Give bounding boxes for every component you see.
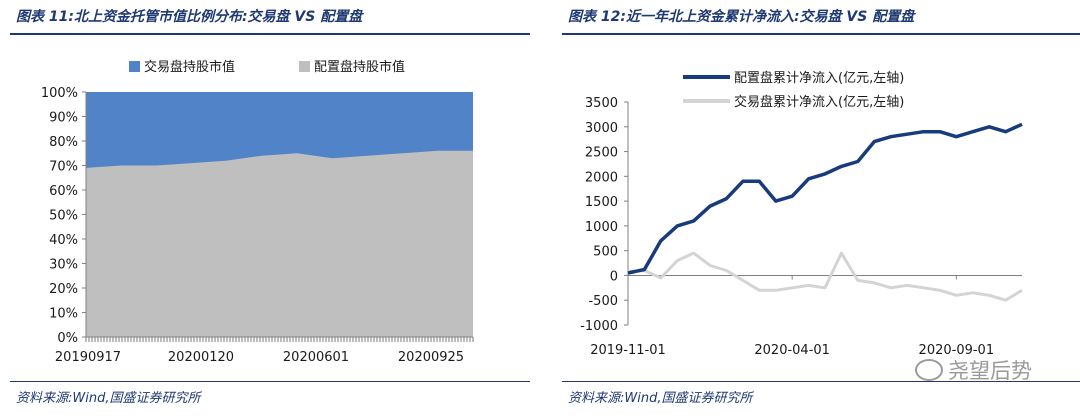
x-tick-label: 20200601 [283, 350, 349, 365]
right-source-note: 资料来源:Wind,国盛证券研究所 [568, 391, 753, 406]
y-tick-label: 70% [49, 160, 78, 175]
right-figure-panel: 图表 12:近一年北上资金累计净流入:交易盘 VS 配置盘 -1000 -500 0… [552, 0, 1080, 416]
y-tick-label: 3500 [585, 96, 618, 111]
x-tick-label: 2019-11-01 [590, 343, 666, 358]
y-tick-label: 20% [49, 282, 78, 297]
trading-flow-line [627, 251, 1023, 302]
y-tick-label: 3000 [585, 121, 618, 136]
y-tick-label: 40% [49, 233, 78, 248]
x-tick-label: 20200925 [398, 350, 464, 365]
allocation-flow-line [627, 122, 1023, 275]
y-tick-label: 10% [49, 307, 78, 322]
x-tick-label: 2020-09-01 [919, 343, 995, 358]
y-tick-label: -500 [588, 294, 618, 309]
y-tick-label: 2000 [585, 170, 618, 185]
y-tick-label: 50% [49, 209, 78, 224]
y-tick-label: 80% [49, 135, 78, 150]
x-tick-label: 2020-04-01 [754, 343, 830, 358]
x-tick-label: 20190917 [55, 350, 121, 365]
share-distribution-chart: 0% 10% 20% 30% 40% 50% 60% 70% 80% 90% 100% 2019091… [41, 59, 474, 365]
left-figure-panel: 图表 11:北上资金托管市值比例分布:交易盘 VS 配置盘 0% 10% 20% 30… [0, 0, 530, 416]
y-tick-label: 60% [49, 184, 78, 199]
legend-label-allocation: 配置盘累计净流入(亿元,左轴) [734, 70, 904, 86]
wechat-icon [915, 359, 943, 381]
allocation-share-area [86, 150, 473, 337]
y-tick-label: 100% [41, 86, 78, 101]
y-tick-label: 2500 [585, 146, 618, 161]
y-tick-label: 1500 [585, 195, 618, 210]
legend-label-trading: 交易盘持股市值 [144, 59, 235, 75]
y-tick-label: 500 [593, 245, 618, 260]
watermark: 尧望后势 [915, 355, 1032, 385]
left-title-rule [10, 33, 530, 35]
x-tick-label: 20200120 [168, 350, 234, 365]
right-source-rule [562, 381, 1080, 382]
legend-label-trading: 交易盘累计净流入(亿元,左轴) [734, 94, 904, 110]
right-title-rule [562, 33, 1080, 35]
y-tick-label: 0 [610, 269, 618, 284]
legend-swatch-trading [129, 61, 140, 72]
y-tick-label: 1000 [585, 220, 618, 235]
y-tick-label: -1000 [580, 319, 618, 334]
left-source-rule [10, 381, 530, 382]
left-figure-title: 图表 11:北上资金托管市值比例分布:交易盘 VS 配置盘 [16, 9, 363, 25]
right-figure-title: 图表 12:近一年北上资金累计净流入:交易盘 VS 配置盘 [568, 9, 915, 25]
legend-swatch-allocation [299, 61, 310, 72]
y-tick-label: 0% [57, 331, 78, 346]
watermark-text: 尧望后势 [948, 359, 1032, 383]
y-tick-label: 30% [49, 258, 78, 273]
left-source-note: 资料来源:Wind,国盛证券研究所 [16, 391, 201, 406]
cumulative-flow-chart: -1000 -500 0 500 1000 1500 2000 2500 3000 3500 201… [580, 70, 1023, 358]
legend-label-allocation: 配置盘持股市值 [314, 59, 405, 75]
y-tick-label: 90% [49, 111, 78, 126]
